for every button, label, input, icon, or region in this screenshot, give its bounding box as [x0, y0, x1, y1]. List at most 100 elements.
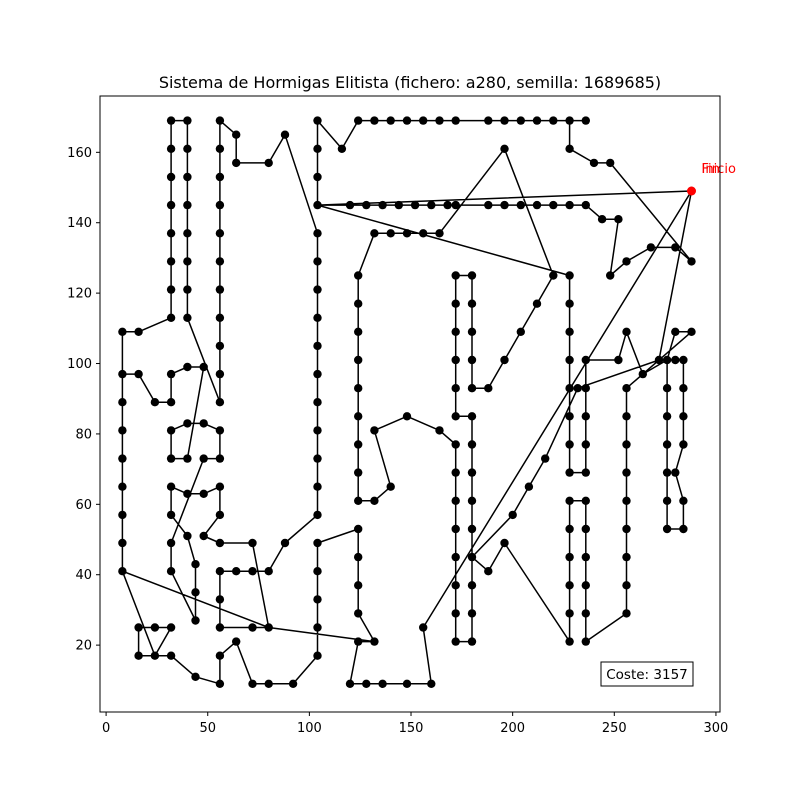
- city-point: [215, 144, 225, 153]
- city-point: [248, 623, 257, 632]
- city-point: [467, 384, 477, 393]
- city-point: [183, 116, 192, 125]
- city-point: [622, 327, 631, 336]
- city-point: [451, 637, 460, 646]
- city-point: [215, 651, 225, 660]
- city-point: [191, 672, 200, 681]
- city-point: [264, 158, 273, 168]
- city-point: [467, 637, 477, 646]
- city-point: [508, 510, 517, 520]
- city-point: [662, 355, 672, 365]
- city-point: [313, 454, 322, 463]
- x-tick-label: 50: [199, 721, 216, 736]
- city-point: [614, 215, 623, 224]
- city-point: [215, 369, 225, 379]
- x-tick-label: 200: [500, 721, 525, 736]
- city-point: [565, 355, 574, 365]
- city-point: [232, 567, 241, 576]
- city-point: [313, 567, 322, 576]
- city-point: [264, 567, 273, 576]
- city-point: [565, 609, 574, 618]
- city-point: [435, 426, 444, 435]
- city-point: [500, 538, 509, 548]
- cost-label: Coste: 3157: [606, 667, 688, 683]
- city-point: [313, 426, 322, 435]
- city-point: [313, 510, 322, 520]
- city-point: [118, 538, 127, 548]
- city-point: [581, 200, 590, 210]
- city-point: [166, 454, 176, 463]
- city-point: [166, 229, 176, 238]
- city-point: [679, 496, 688, 505]
- city-point: [183, 313, 192, 322]
- city-point: [622, 496, 631, 505]
- city-point: [606, 271, 615, 280]
- chart-title: Sistema de Hormigas Elitista (fichero: a…: [159, 73, 661, 92]
- city-point: [183, 489, 192, 498]
- city-point: [524, 482, 534, 491]
- city-point: [354, 327, 363, 336]
- city-point: [394, 200, 403, 210]
- city-point: [443, 200, 452, 210]
- city-point: [118, 369, 127, 379]
- city-point: [215, 200, 225, 210]
- city-point: [378, 200, 387, 210]
- city-point: [679, 524, 688, 534]
- city-point: [467, 355, 477, 365]
- city-point: [581, 552, 590, 562]
- city-point: [354, 412, 363, 421]
- city-point: [183, 419, 192, 428]
- city-point: [662, 440, 672, 449]
- city-point: [622, 468, 631, 477]
- city-point: [215, 229, 225, 238]
- city-point: [313, 285, 322, 294]
- city-point: [581, 468, 590, 477]
- city-point: [451, 440, 460, 449]
- city-point: [500, 200, 509, 210]
- city-point: [402, 679, 412, 688]
- city-point: [191, 560, 200, 569]
- city-point: [183, 531, 192, 541]
- city-point: [313, 538, 322, 548]
- city-point: [118, 567, 127, 576]
- city-point: [354, 581, 363, 590]
- city-point: [313, 595, 322, 604]
- city-point: [183, 229, 192, 238]
- city-point: [581, 524, 590, 534]
- city-point: [215, 510, 225, 520]
- city-point: [451, 412, 460, 421]
- city-point: [565, 440, 574, 449]
- city-point: [589, 158, 599, 168]
- city-point: [215, 454, 225, 463]
- city-point: [215, 313, 225, 322]
- city-point: [370, 229, 379, 238]
- city-point: [402, 412, 412, 421]
- city-point: [622, 384, 631, 393]
- city-point: [565, 637, 574, 646]
- city-point: [183, 362, 192, 372]
- start-label: Inicio: [702, 162, 736, 177]
- city-point: [622, 412, 631, 421]
- city-point: [687, 327, 696, 336]
- city-point: [451, 581, 460, 590]
- city-point: [679, 412, 688, 421]
- city-point: [532, 200, 542, 210]
- city-point: [581, 440, 590, 449]
- city-point: [354, 299, 363, 308]
- city-point: [313, 313, 322, 322]
- city-point: [500, 355, 509, 365]
- city-point: [118, 454, 127, 463]
- city-point: [166, 567, 176, 576]
- city-point: [451, 327, 460, 336]
- city-point: [435, 229, 444, 238]
- city-point: [622, 609, 631, 618]
- city-point: [467, 581, 477, 590]
- y-tick-label: 20: [75, 639, 92, 654]
- city-point: [410, 200, 420, 210]
- city-point: [549, 271, 558, 280]
- city-point: [402, 116, 412, 125]
- city-point: [248, 538, 257, 548]
- city-point: [215, 623, 225, 632]
- city-point: [451, 384, 460, 393]
- city-point: [419, 229, 428, 238]
